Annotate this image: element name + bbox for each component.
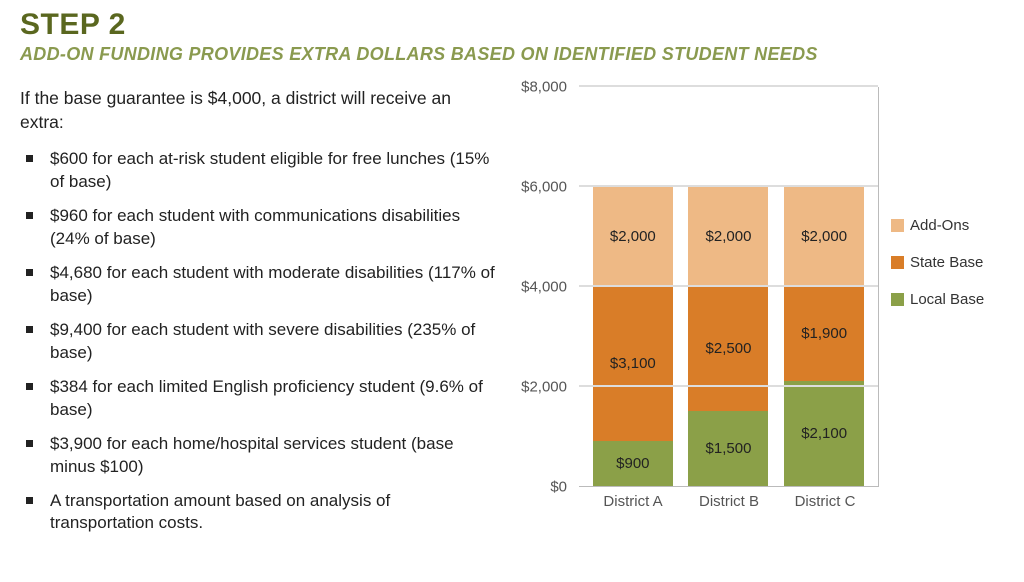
x-labels: District A District B District C xyxy=(579,493,879,510)
y-axis: $0$2,000$4,000$6,000$8,000 xyxy=(515,87,573,487)
y-tick-label: $8,000 xyxy=(521,79,567,96)
legend-label: State Base xyxy=(910,254,983,271)
y-tick-label: $2,000 xyxy=(521,379,567,396)
x-label: District A xyxy=(593,493,673,510)
bar-segment: $2,000 xyxy=(784,186,864,286)
list-item: A transportation amount based on analysi… xyxy=(20,490,495,536)
bar-segment: $2,000 xyxy=(688,186,768,286)
y-tick-label: $4,000 xyxy=(521,279,567,296)
x-label: District C xyxy=(785,493,865,510)
y-tick-label: $0 xyxy=(550,479,567,496)
bar-segment: $3,100 xyxy=(593,286,673,441)
legend-item: Local Base xyxy=(891,291,984,308)
y-tick-label: $6,000 xyxy=(521,179,567,196)
bar: $2,100$1,900$2,000 xyxy=(784,186,864,486)
legend: Add-Ons State Base Local Base xyxy=(891,217,984,308)
plot: $900$3,100$2,000$1,500$2,500$2,000$2,100… xyxy=(579,87,879,487)
legend-item: Add-Ons xyxy=(891,217,984,234)
bar-segment: $900 xyxy=(593,441,673,486)
list-item: $9,400 for each student with severe disa… xyxy=(20,319,495,365)
list-item: $4,680 for each student with moderate di… xyxy=(20,262,495,308)
bar-segment: $2,500 xyxy=(688,286,768,411)
legend-label: Local Base xyxy=(910,291,984,308)
intro-text: If the base guarantee is $4,000, a distr… xyxy=(20,87,495,134)
grid-line xyxy=(579,385,878,387)
legend-swatch xyxy=(891,293,904,306)
bar: $1,500$2,500$2,000 xyxy=(688,186,768,486)
grid-line xyxy=(579,85,878,87)
list-item: $600 for each at-risk student eligible f… xyxy=(20,148,495,194)
chart-area: $0$2,000$4,000$6,000$8,000 $900$3,100$2,… xyxy=(515,87,1004,546)
bar-segment: $2,000 xyxy=(593,186,673,286)
grid-line xyxy=(579,285,878,287)
list-item: $960 for each student with communication… xyxy=(20,205,495,251)
legend-swatch xyxy=(891,219,904,232)
legend-swatch xyxy=(891,256,904,269)
left-column: If the base guarantee is $4,000, a distr… xyxy=(20,87,495,546)
step-heading: STEP 2 xyxy=(20,8,1004,42)
bar-segment: $1,900 xyxy=(784,286,864,381)
subtitle: ADD-ON FUNDING PROVIDES EXTRA DOLLARS BA… xyxy=(20,44,1004,65)
funding-list: $600 for each at-risk student eligible f… xyxy=(20,148,495,535)
bar: $900$3,100$2,000 xyxy=(593,186,673,486)
x-label: District B xyxy=(689,493,769,510)
legend-item: State Base xyxy=(891,254,984,271)
grid-line xyxy=(579,185,878,187)
list-item: $384 for each limited English proficienc… xyxy=(20,376,495,422)
content: If the base guarantee is $4,000, a distr… xyxy=(20,87,1004,546)
bar-segment: $2,100 xyxy=(784,381,864,486)
list-item: $3,900 for each home/hospital services s… xyxy=(20,433,495,479)
bar-segment: $1,500 xyxy=(688,411,768,486)
legend-label: Add-Ons xyxy=(910,217,969,234)
